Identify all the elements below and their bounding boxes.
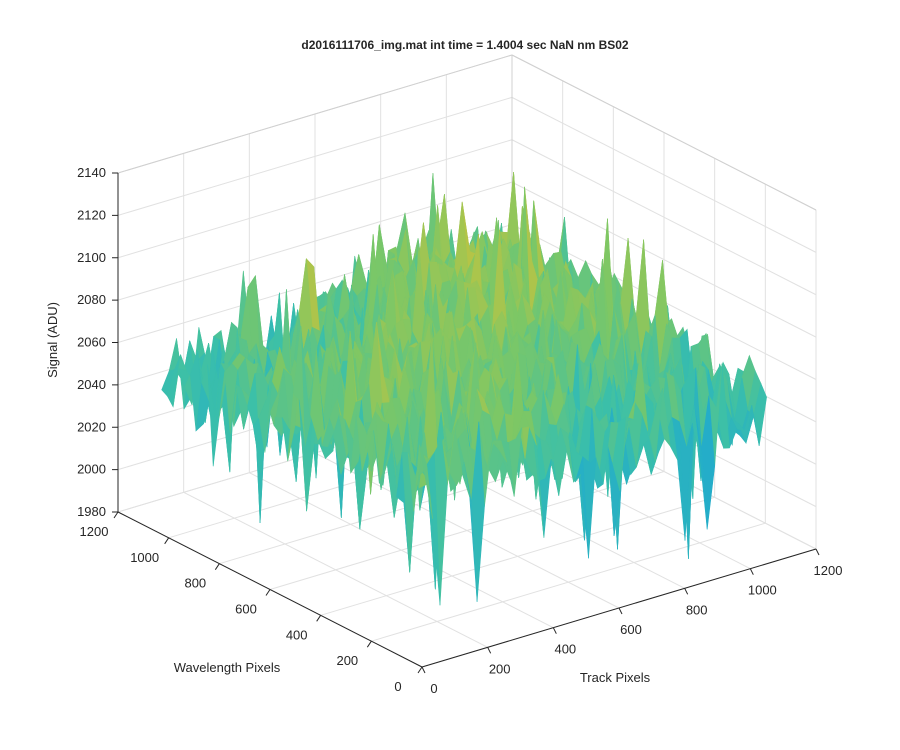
y-tick-label: 200 <box>336 653 358 668</box>
surface-patch <box>419 444 433 519</box>
z-tick-label: 2140 <box>77 165 106 180</box>
x-axis-label: Track Pixels <box>580 670 651 685</box>
x-tick-mark <box>552 627 557 634</box>
axes <box>112 172 820 674</box>
grid-line <box>511 96 817 253</box>
box-edge <box>117 54 513 174</box>
x-tick-label: 800 <box>686 602 708 617</box>
x-tick-label: 1000 <box>748 583 777 598</box>
y-axis-label: Wavelength Pixels <box>174 660 281 675</box>
x-tick-label: 600 <box>620 622 642 637</box>
x-tick-mark <box>421 666 426 674</box>
y-tick-label: 800 <box>184 576 206 591</box>
x-tick-label: 1200 <box>814 563 843 578</box>
x-tick-mark <box>749 568 754 575</box>
y-tick-mark <box>164 537 170 545</box>
y-tick-mark <box>417 666 423 674</box>
y-tick-mark <box>265 589 271 596</box>
x-tick-mark <box>684 588 689 595</box>
z-tick-label: 1980 <box>77 504 106 519</box>
z-tick-label: 2100 <box>77 250 106 265</box>
y-tick-label: 0 <box>394 679 401 694</box>
box-edge <box>511 54 817 211</box>
grid-line <box>371 522 766 642</box>
z-tick-label: 2020 <box>77 419 106 434</box>
z-tick-label: 2120 <box>77 207 106 222</box>
grid-line <box>117 181 513 301</box>
chart-title: d2016111706_img.mat int time = 1.4004 se… <box>301 38 629 52</box>
grid-line <box>117 96 513 216</box>
surface <box>161 172 767 606</box>
z-tick-label: 2040 <box>77 377 106 392</box>
x-tick-label: 0 <box>430 681 437 696</box>
x-tick-label: 200 <box>489 661 511 676</box>
grid-line <box>117 139 513 259</box>
y-tick-mark <box>113 511 119 519</box>
y-tick-label: 1000 <box>130 550 159 565</box>
z-tick-label: 2000 <box>77 462 106 477</box>
x-tick-mark <box>618 607 623 615</box>
x-tick-mark <box>487 647 492 654</box>
grid-line <box>511 181 817 338</box>
y-tick-mark <box>214 563 220 570</box>
grid-line <box>269 471 665 590</box>
z-axis-label: Signal (ADU) <box>45 302 60 378</box>
x-tick-mark <box>815 548 820 556</box>
grid-line <box>511 139 817 296</box>
y-tick-mark <box>366 640 372 648</box>
z-tick-label: 2080 <box>77 292 106 307</box>
z-tick-label: 2060 <box>77 335 106 350</box>
y-tick-mark <box>316 615 322 622</box>
y-tick-label: 400 <box>286 627 308 642</box>
y-tick-label: 1200 <box>80 524 109 539</box>
y-tick-label: 600 <box>235 602 257 617</box>
tick-labels: 0 200 400 600 800 1000 1200 0 200 400 600 800 1000 12… <box>77 165 842 696</box>
grid-line <box>320 496 715 616</box>
x-tick-label: 400 <box>554 642 576 657</box>
